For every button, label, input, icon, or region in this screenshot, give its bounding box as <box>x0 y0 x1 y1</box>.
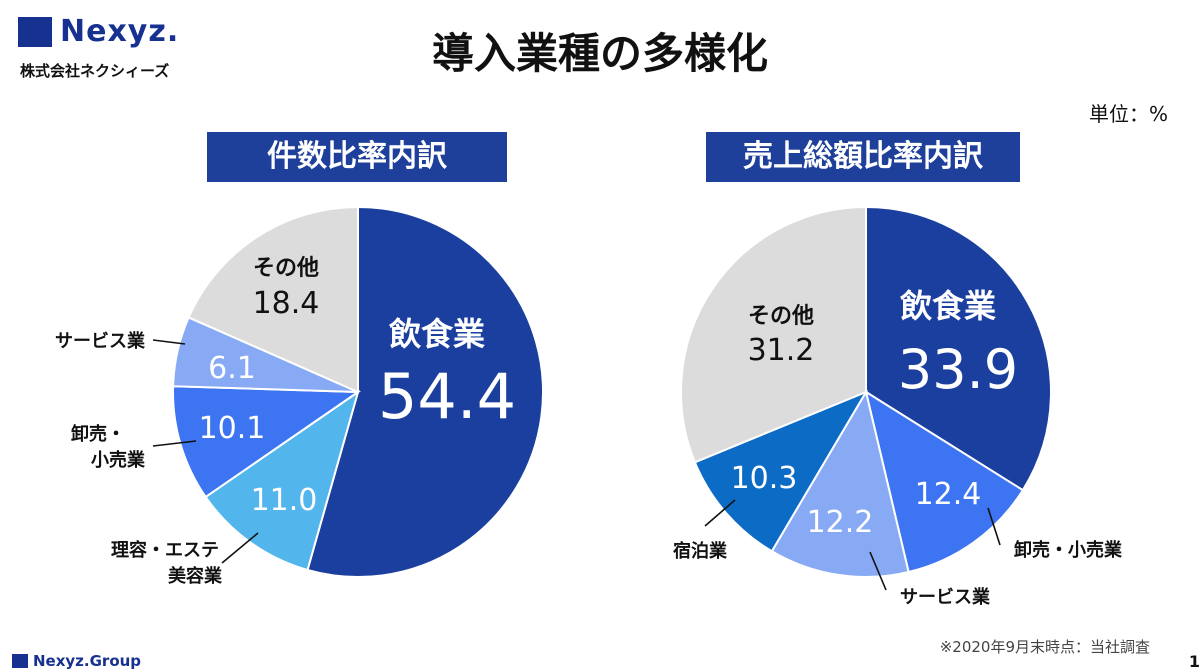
pie1-slice-1-callout-0: 卸売・小売業 <box>1014 539 1123 561</box>
pie0-slice-0 <box>306 205 544 578</box>
logo: Nexyz. <box>18 14 179 49</box>
pie0-slice-4 <box>187 205 359 394</box>
pie1-slice-2 <box>770 389 910 578</box>
pie1-slice-3-value: 10.3 <box>731 461 798 496</box>
pie0-slice-1-callout-0: 理容・エステ <box>111 539 219 561</box>
pie0-slice-1-callout-1: 美容業 <box>168 565 223 587</box>
pie1-slice-0-value: 33.9 <box>898 338 1018 401</box>
chart-title-sales: 売上総額比率内訳 <box>706 132 1020 182</box>
pie0-slice-2-callout-0: 卸売・ <box>71 423 125 445</box>
pie1-slice-4 <box>680 205 867 464</box>
page-number: 1 <box>1188 652 1200 671</box>
pie0-slice-3-leader <box>152 339 186 345</box>
pie1-slice-3-leader <box>704 499 736 527</box>
pie0-slice-2-callout-1: 小売業 <box>91 449 146 471</box>
pie0-slice-3-callout-0: サービス業 <box>55 330 146 352</box>
company-name: 株式会社ネクシィーズ <box>20 62 170 80</box>
pie1-slice-1-leader <box>987 507 1001 546</box>
pie0-slice-2-leader <box>152 440 197 447</box>
footer-group: Nexyz.Group <box>12 652 141 670</box>
pie1-slice-3 <box>693 389 869 553</box>
pie0-slice-1 <box>204 389 360 572</box>
logo-text: Nexyz. <box>60 14 180 49</box>
pie0-slice-4-label: その他 <box>253 256 319 281</box>
pie1-slice-0-label: 飲食業 <box>900 287 996 325</box>
pie1-slice-1 <box>864 389 1025 574</box>
pie0-slice-0-value: 54.4 <box>378 360 516 433</box>
pie0-slice-1-leader <box>221 532 259 564</box>
pie1-slice-2-leader <box>869 551 887 591</box>
footer-logo-icon <box>12 654 28 668</box>
pie1-slice-1-value: 12.4 <box>915 477 982 512</box>
pie1-slice-3-callout-0: 宿泊業 <box>673 540 728 562</box>
pie0-slice-3-value: 6.1 <box>208 351 256 386</box>
pie1-slice-2-callout-0: サービス業 <box>900 586 991 608</box>
pie0-slice-0-label: 飲食業 <box>389 315 485 353</box>
chart-title-count: 件数比率内訳 <box>207 132 507 182</box>
logo-mark-icon <box>18 16 52 47</box>
pie1-slice-2-value: 12.2 <box>807 505 874 540</box>
pie0-slice-2-value: 10.1 <box>199 411 266 446</box>
pie0-slice-1-value: 11.0 <box>251 483 318 518</box>
pie1-slice-4-label: その他 <box>748 304 814 329</box>
footnote: ※2020年9月末時点：当社調査 <box>939 638 1150 656</box>
page-title: 導入業種の多様化 <box>431 29 768 78</box>
pie1-slice-4-value: 31.2 <box>748 333 815 368</box>
unit-label: 単位：% <box>1088 102 1168 126</box>
pie0-slice-4-value: 18.4 <box>253 286 320 321</box>
pie1-slice-0 <box>865 205 1052 492</box>
pie0-slice-2 <box>172 385 362 499</box>
footer-group-name: Nexyz.Group <box>33 652 142 670</box>
